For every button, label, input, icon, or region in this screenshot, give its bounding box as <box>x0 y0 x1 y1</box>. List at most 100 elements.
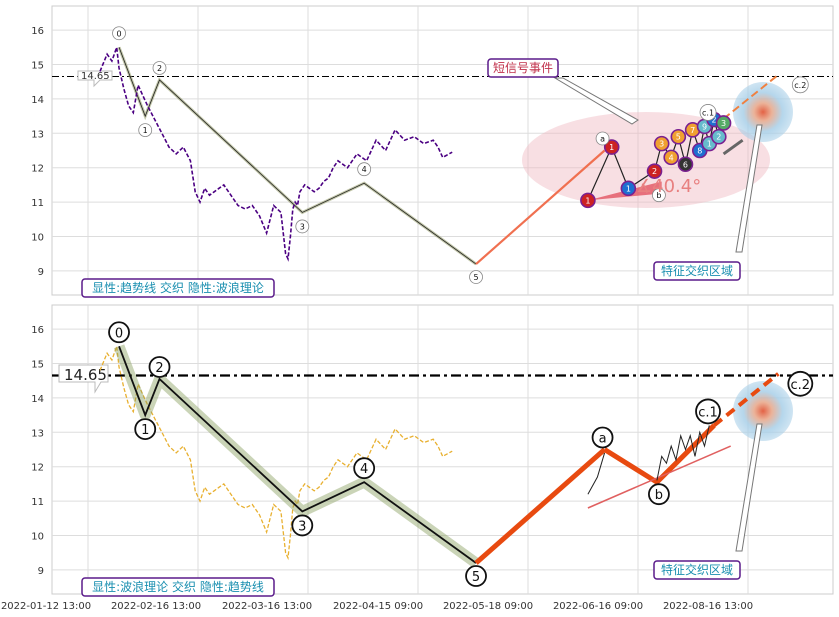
y-tick-label: 11 <box>31 497 44 508</box>
signal-marker-label: 2 <box>652 167 657 176</box>
bottom-grid <box>52 305 833 594</box>
top-zone-callout: 特征交织区域 <box>653 124 763 281</box>
wave-label-c.2: c.2 <box>791 378 811 393</box>
wave-label-1: 1 <box>143 126 148 135</box>
wave-label-0: 0 <box>115 326 123 341</box>
signal-marker <box>677 156 694 173</box>
wave-label-b: b <box>656 191 661 200</box>
impulse-wave-line <box>118 47 477 265</box>
top-caption: 显性:趋势线 交织 隐性:波浪理论 <box>81 278 275 298</box>
top-reference-tag: 14.65 <box>77 70 113 88</box>
wave-label-5: 5 <box>473 273 478 282</box>
wave-label-circle <box>148 356 171 378</box>
wave-label-circle <box>787 370 814 397</box>
wave-label-circle <box>134 418 157 440</box>
wave-a-b-c-line <box>603 423 716 485</box>
bottom-caption-box <box>81 577 275 597</box>
signal-marker-label: 9 <box>702 122 707 131</box>
bottom-zone-box <box>653 560 741 580</box>
wave-label-a: a <box>599 432 607 447</box>
top-reference-tag-shape <box>77 70 113 88</box>
top-interweave-zone <box>733 82 793 142</box>
impulse-wave-line <box>118 345 477 564</box>
wave-label-c.1: c.1 <box>698 405 718 420</box>
sub-wave-zigzag <box>656 425 710 481</box>
signal-marker <box>670 128 687 145</box>
wave-5-to-a-line <box>474 447 607 565</box>
top-caption-text: 显性:趋势线 交织 隐性:波浪理论 <box>92 280 264 295</box>
y-tick-label: 13 <box>31 428 44 439</box>
y-tick-label: 9 <box>38 267 44 278</box>
wave-label-4: 4 <box>362 165 367 174</box>
bottom-caption-text: 显性:波浪理论 交织 隐性:趋势线 <box>92 579 264 594</box>
bottom-zone-callout: 特征交织区域 <box>653 423 763 580</box>
bottom-reference-tag-shape <box>58 364 109 394</box>
top-angle-label: ∡40.4° <box>636 176 701 197</box>
y-tick-label: 10 <box>31 532 44 543</box>
wave-label-1: 1 <box>141 423 149 438</box>
wave-label-circle <box>648 483 670 506</box>
bottom-reference-value: 14.65 <box>64 366 107 384</box>
wave-5-to-a-line <box>475 149 606 265</box>
wave-label-a: a <box>600 135 605 144</box>
wave-label-circle <box>791 76 809 94</box>
signal-marker-label: 7 <box>690 126 695 135</box>
bottom-price-series <box>99 346 453 561</box>
signal-marker-label: 3 <box>659 140 664 149</box>
y-tick-label: 9 <box>38 566 44 577</box>
signal-marker <box>580 192 596 209</box>
signal-marker-label: 2 <box>711 116 716 125</box>
bottom-zone-arrow <box>735 423 763 552</box>
top-wave-lines <box>117 46 779 266</box>
wave-label-circle <box>595 131 610 146</box>
sub-wave-zigzag <box>587 452 606 495</box>
wave-label-c.1: c.1 <box>702 108 714 117</box>
x-tick-label: 2022-01-12 13:00 <box>1 601 91 612</box>
wave-label-circle <box>469 270 483 284</box>
signal-marker-label: 6 <box>683 160 688 169</box>
wave-label-circle <box>295 219 310 234</box>
signal-event-label: 短信号事件 <box>493 61 553 75</box>
signal-marker-label: 5 <box>676 133 681 142</box>
signal-marker-label: 4 <box>669 153 674 162</box>
y-tick-label: 10 <box>31 233 44 244</box>
wave-label-c.2: c.2 <box>794 81 806 90</box>
wave-label-circle <box>152 61 167 75</box>
bottom-reference-tag: 14.65 <box>58 364 109 394</box>
wave-c-projection <box>712 372 780 427</box>
bottom-interweave-zone <box>733 381 793 441</box>
signal-marker <box>710 128 727 145</box>
signal-marker <box>646 163 663 179</box>
wave-label-circle <box>652 188 666 203</box>
wave-label-circle <box>112 26 126 41</box>
wave-label-2: 2 <box>157 64 162 73</box>
signal-marker <box>663 149 680 166</box>
y-tick-label: 16 <box>31 325 44 336</box>
wave-label-5: 5 <box>472 570 480 585</box>
x-tick-label: 2022-06-16 09:00 <box>553 601 643 612</box>
signal-marker-label: 1 <box>626 184 631 193</box>
bottom-caption: 显性:波浪理论 交织 隐性:趋势线 <box>81 577 275 597</box>
wave-label-circle <box>138 123 153 137</box>
wave-label-b: b <box>655 488 663 503</box>
signal-event-callout: 短信号事件 <box>487 58 639 125</box>
bottom-y-tick-labels: 9 10 11 12 13 14 15 16 <box>31 325 44 577</box>
signal-marker <box>715 115 732 131</box>
wave-label-circle <box>291 514 314 537</box>
wave-label-circle <box>591 426 614 449</box>
y-tick-label: 11 <box>31 198 44 209</box>
y-tick-label: 15 <box>31 359 44 370</box>
y-tick-label: 13 <box>31 129 44 140</box>
signal-marker-label: 1 <box>585 196 590 205</box>
wave-label-4: 4 <box>360 462 368 477</box>
price-line <box>99 346 453 561</box>
x-tick-labels: 2022-01-12 13:00 2022-02-16 13:00 2022-03-… <box>1 601 753 612</box>
signal-marker-label: 2 <box>716 133 721 142</box>
trend-line <box>587 445 732 509</box>
signal-marker-label: 8 <box>697 147 702 156</box>
signal-marker <box>653 135 670 152</box>
signal-marker <box>603 139 620 155</box>
top-zone-arrow <box>735 124 763 253</box>
